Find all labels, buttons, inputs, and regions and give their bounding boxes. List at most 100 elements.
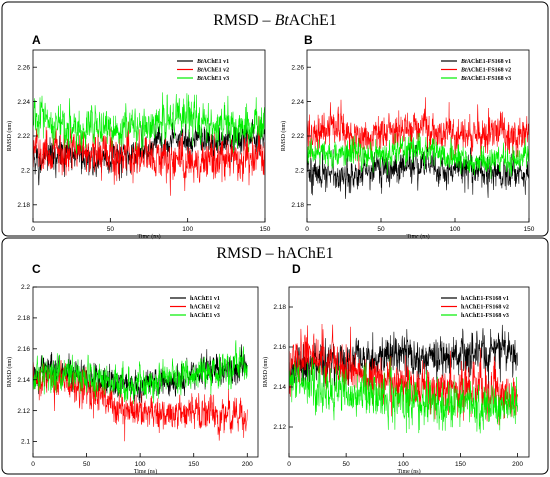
x-tick-label: 150 (524, 226, 535, 233)
x-axis-label: Time (ns) (134, 468, 157, 475)
x-axis-label: Time (ns) (397, 468, 420, 475)
legend-text-part: hAChE1-FS168 v2 (461, 305, 509, 311)
y-axis-label: RMSD (nm) (262, 357, 269, 387)
group-title-h: RMSD – hAChE1 (216, 245, 333, 262)
legend-text-part: AChE1-FS168 v2 (467, 68, 512, 74)
legend-text-part: hAChE1-FS168 v1 (461, 296, 509, 302)
panels: 0 50 100 150 2.18 2.2 2.22 2.24 2.26 Time (ns) RMS… (6, 33, 535, 475)
text-part: AChE1 (289, 12, 337, 29)
x-tick-label: 150 (188, 461, 199, 468)
legend-entry: hAChE1-FS168 v1 (461, 296, 509, 302)
y-axis-label: RMSD (nm) (280, 121, 287, 151)
x-tick-label: 50 (83, 461, 91, 468)
panel-a: 0 50 100 150 2.18 2.2 2.22 2.24 2.26 Time (ns) RMS… (6, 33, 271, 240)
y-tick-label: 2.12 (17, 408, 30, 415)
legend-entry: hAChE1 v2 (190, 305, 220, 311)
panel-label: D (292, 262, 301, 276)
legend-entry: BtAChE1-FS168 v3 (460, 76, 511, 82)
series-line-3 (33, 92, 265, 154)
legend-text-part: Bt (196, 68, 203, 74)
plot-frame (32, 286, 259, 458)
y-tick-label: 2.24 (291, 99, 304, 106)
x-tick-label: 0 (31, 226, 35, 233)
y-tick-label: 2.16 (273, 344, 286, 351)
legend-text-part: Bt (460, 59, 467, 65)
y-tick-label: 2.2 (21, 168, 30, 175)
x-tick-label: 50 (343, 461, 351, 468)
y-tick-label: 2.18 (17, 202, 30, 209)
x-tick-label: 200 (242, 461, 253, 468)
series-line-1 (289, 324, 518, 392)
y-axis-label: RMSD (nm) (6, 357, 13, 387)
legend-text-part: Bt (196, 76, 203, 82)
y-tick-label: 2.22 (291, 133, 304, 140)
y-tick-label: 2.14 (273, 384, 286, 391)
x-axis-label: Time (ns) (406, 233, 429, 240)
series-line-3 (307, 132, 529, 180)
y-tick-label: 2.26 (17, 64, 30, 71)
panel-label: B (304, 33, 313, 47)
x-tick-label: 150 (260, 226, 271, 233)
y-tick-label: 2.14 (17, 377, 30, 384)
y-tick-label: 2.12 (273, 424, 286, 431)
panel-b: 0 50 100 150 2.18 2.2 2.22 2.24 2.26 Time (ns) RMS… (280, 33, 535, 240)
series-line-3 (33, 340, 248, 405)
text-part: RMSD – hAChE1 (216, 245, 333, 262)
plot-frame (288, 286, 530, 458)
panel-d: 0 50 100 150 200 2.12 2.14 2.16 2.18 Time (ns) RMS… (262, 262, 530, 475)
legend-text-part: hAChE1 v1 (190, 296, 220, 302)
y-axis-label: RMSD (nm) (6, 121, 13, 151)
legend-entry: BtAChE1 v2 (196, 68, 229, 74)
y-tick-label: 2.26 (291, 64, 304, 71)
y-tick-label: 2.16 (17, 346, 30, 353)
group-title-bt: RMSD – BtAChE1 (213, 12, 337, 29)
panel-label: C (32, 262, 41, 276)
y-tick-label: 2.22 (17, 133, 30, 140)
y-tick-label: 2.2 (21, 284, 30, 291)
legend-text-part: hAChE1-FS168 v3 (461, 313, 509, 319)
x-tick-label: 100 (182, 226, 193, 233)
text-part: Bt (275, 12, 290, 29)
legend-text-part: Bt (460, 68, 467, 74)
series-line-2 (33, 116, 265, 196)
y-tick-label: 2.18 (17, 315, 30, 322)
legend-entry: hAChE1-FS168 v2 (461, 305, 509, 311)
x-tick-label: 0 (287, 461, 291, 468)
x-axis-label: Time (ns) (137, 233, 160, 240)
x-tick-label: 0 (305, 226, 309, 233)
panel-label: A (32, 33, 41, 47)
legend-text-part: AChE1-FS168 v3 (467, 76, 512, 82)
legend-text-part: hAChE1 v3 (190, 313, 220, 319)
panel-c: 0 50 100 150 200 2.1 2.12 2.14 2.16 2.18 2.2 Time (… (6, 262, 259, 475)
series-line-1 (307, 141, 529, 199)
legend-text-part: AChE1-FS168 v1 (467, 59, 512, 65)
legend-entry: hAChE1 v3 (190, 313, 220, 319)
series-line-3 (289, 357, 518, 434)
group-frame-h (1, 237, 549, 475)
x-tick-label: 50 (107, 226, 115, 233)
group-frame-bt (1, 1, 549, 237)
y-tick-label: 2.18 (273, 304, 286, 311)
y-tick-label: 2.24 (17, 99, 30, 106)
y-tick-label: 2.18 (291, 202, 304, 209)
legend-text-part: AChE1 v3 (203, 76, 230, 82)
legend-entry: BtAChE1-FS168 v1 (460, 59, 511, 65)
y-tick-label: 2.2 (295, 168, 304, 175)
legend-text-part: AChE1 v2 (203, 68, 230, 74)
x-tick-label: 200 (512, 461, 523, 468)
x-tick-label: 100 (398, 461, 409, 468)
x-tick-label: 0 (31, 461, 35, 468)
text-part: RMSD – (213, 12, 274, 29)
legend-entry: BtAChE1 v3 (196, 76, 229, 82)
x-tick-label: 100 (135, 461, 146, 468)
legend-entry: BtAChE1 v1 (196, 59, 229, 65)
legend-text-part: Bt (196, 59, 203, 65)
legend-entry: hAChE1-FS168 v3 (461, 313, 509, 319)
x-tick-label: 50 (377, 226, 385, 233)
x-tick-label: 150 (455, 461, 466, 468)
legend-entry: BtAChE1-FS168 v2 (460, 68, 511, 74)
legend-text-part: AChE1 v1 (203, 59, 230, 65)
legend-text-part: hAChE1 v2 (190, 305, 220, 311)
x-tick-label: 100 (450, 226, 461, 233)
